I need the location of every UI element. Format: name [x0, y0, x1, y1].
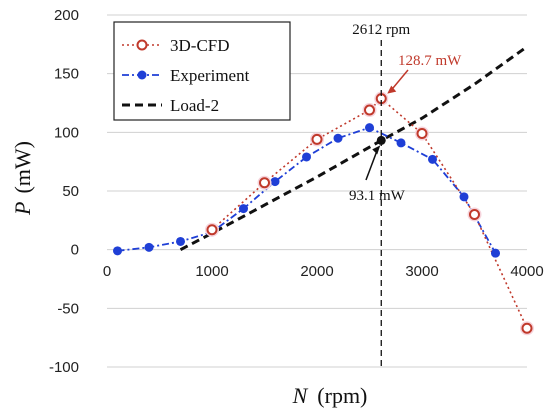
y-tick-label: 50	[62, 183, 79, 200]
y-tick-label: 0	[71, 242, 79, 259]
legend-label: 3D-CFD	[170, 36, 230, 55]
cfd-point	[364, 104, 375, 116]
legend-label: Load-2	[170, 96, 219, 115]
x-tick-label: 0	[103, 263, 111, 280]
y-tick-label: -100	[49, 359, 79, 376]
cfd-point	[469, 208, 480, 220]
x-tick-label: 3000	[405, 263, 438, 280]
experiment-point	[459, 192, 469, 202]
x-axis-title: N (rpm)	[292, 383, 368, 408]
peak-label: 128.7 mW	[398, 53, 462, 69]
y-axis-title: P(mW)	[10, 141, 35, 216]
intersection-arrow-head	[372, 145, 381, 155]
experiment-point	[113, 246, 122, 256]
legend: 3D-CFD Experiment Load-2	[113, 21, 291, 121]
legend-swatch-marker	[137, 70, 147, 80]
experiment-point	[333, 133, 343, 143]
experiment-point	[428, 154, 437, 164]
series-line-load-2	[179, 45, 528, 251]
experiment-point	[396, 138, 406, 148]
series	[113, 45, 534, 336]
cfd-point	[416, 128, 428, 140]
annotations: 2612 rpm 128.7 mW 93.1 mW	[349, 22, 462, 367]
cfd-point	[259, 177, 270, 189]
experiment-point	[270, 177, 280, 187]
y-tick-label: 100	[54, 124, 79, 141]
experiment-point	[302, 152, 311, 162]
x-tick-label: 4000	[510, 263, 543, 280]
y-tick-label: 150	[54, 66, 79, 83]
x-tick-label: 1000	[195, 263, 228, 280]
legend-swatch-marker	[136, 39, 148, 51]
legend-label: Experiment	[170, 66, 250, 85]
cfd-point	[521, 322, 533, 334]
y-tick-label: 200	[54, 7, 79, 24]
experiment-point	[491, 248, 500, 258]
series-line-3d-cfd	[211, 97, 528, 329]
x-tick-label: 2000	[300, 263, 333, 280]
cfd-point	[311, 133, 323, 145]
experiment-point	[365, 123, 374, 133]
intersection-label: 93.1 mW	[349, 188, 406, 204]
y-tick-label: -50	[57, 300, 79, 317]
series-line-experiment	[117, 126, 497, 254]
peak-arrow-head	[387, 85, 397, 94]
experiment-point	[239, 204, 248, 214]
cfd-point	[206, 224, 218, 236]
vline-label: 2612 rpm	[352, 22, 410, 38]
experiment-point	[176, 236, 185, 246]
intersection-point	[376, 135, 386, 145]
experiment-point	[144, 242, 154, 252]
